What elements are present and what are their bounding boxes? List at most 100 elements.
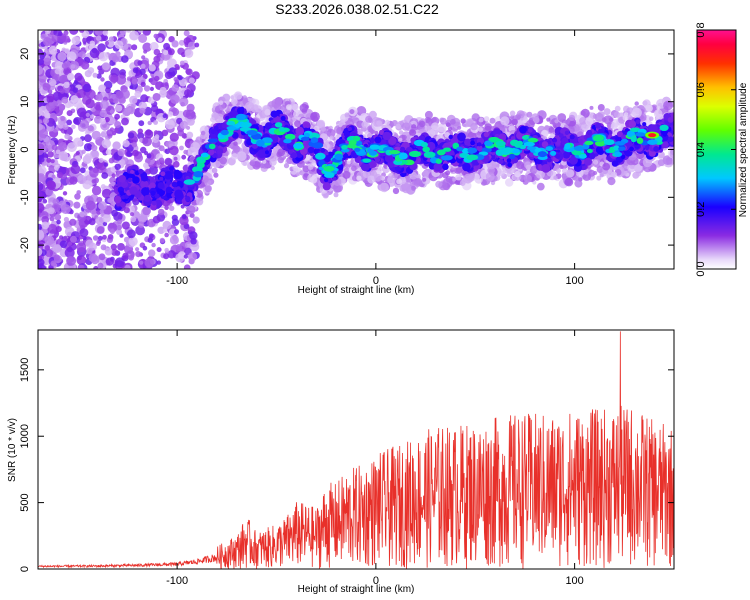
noise-blob: [131, 141, 138, 148]
halo-blob: [422, 177, 427, 182]
noise-blob: [137, 213, 148, 223]
noise-blob: [168, 67, 178, 76]
noise-blob: [113, 98, 119, 104]
noise-blob: [167, 48, 175, 56]
noise-blob: [41, 221, 50, 230]
noise-blob: [144, 258, 154, 268]
noise-blob: [96, 226, 105, 234]
noise-blob: [38, 181, 44, 192]
noise-blob: [51, 35, 59, 42]
noise-blob: [144, 158, 151, 165]
noise-blob: [149, 41, 159, 51]
noise-blob: [116, 224, 123, 231]
noise-blob: [46, 95, 54, 104]
noise-blob: [128, 132, 135, 139]
halo-blob: [365, 115, 373, 123]
halo-blob: [231, 153, 239, 160]
halo-blob: [396, 178, 402, 185]
noise-blob: [142, 42, 152, 52]
halo-blob: [316, 119, 326, 129]
halo-blob: [264, 109, 272, 116]
halo-blob: [200, 130, 206, 136]
noise-blob: [191, 71, 200, 80]
noise-blob: [181, 154, 187, 160]
halo-blob: [656, 105, 661, 111]
noise-blob: [179, 120, 188, 129]
halo-blob: [445, 170, 451, 176]
halo-blob: [210, 117, 215, 123]
noise-blob: [47, 223, 58, 234]
noise-blob: [66, 255, 77, 266]
halo-blob: [230, 95, 235, 100]
halo-blob: [219, 157, 227, 165]
noise-blob: [71, 124, 76, 130]
noise-blob: [85, 112, 90, 117]
halo-blob: [435, 180, 443, 188]
noise-blob: [121, 55, 129, 63]
noise-blob: [38, 241, 41, 246]
noise-blob: [132, 67, 139, 74]
halo-blob: [471, 113, 480, 122]
noise-blob: [129, 30, 140, 41]
halo-blob: [411, 124, 417, 130]
noise-blob: [153, 55, 161, 63]
noise-blob: [111, 209, 118, 217]
halo-blob: [211, 167, 218, 174]
halo-blob: [422, 170, 429, 177]
noise-blob: [183, 149, 188, 155]
halo-blob: [426, 125, 432, 131]
noise-blob: [50, 260, 57, 267]
noise-blob: [109, 98, 114, 103]
noise-blob: [186, 117, 195, 126]
noise-blob: [38, 173, 46, 183]
noise-blob: [81, 61, 90, 70]
halo-blob: [657, 159, 665, 167]
noise-blob: [74, 72, 83, 81]
noise-blob: [138, 120, 145, 127]
noise-blob: [42, 82, 51, 91]
noise-blob: [38, 128, 49, 139]
noise-blob: [192, 216, 200, 224]
noise-blob: [44, 235, 55, 246]
ridge-blob: [642, 122, 647, 127]
noise-blob: [153, 120, 159, 125]
noise-blob: [183, 30, 190, 37]
halo-blob: [470, 122, 478, 131]
halo-blob: [474, 175, 480, 180]
noise-blob: [186, 131, 194, 139]
noise-blob: [76, 190, 81, 195]
noise-blob: [129, 95, 138, 105]
noise-blob: [51, 144, 58, 151]
noise-blob: [110, 229, 115, 235]
noise-blob: [95, 93, 103, 101]
noise-blob: [89, 114, 95, 119]
halo-blob: [409, 171, 418, 180]
noise-blob: [83, 143, 93, 152]
halo-blob: [561, 168, 568, 174]
halo-blob: [398, 130, 404, 135]
noise-blob: [158, 157, 165, 163]
noise-blob: [163, 42, 171, 50]
halo-blob: [402, 134, 407, 140]
halo-blob: [310, 111, 320, 122]
halo-blob: [564, 177, 574, 187]
noise-blob: [58, 142, 68, 151]
halo-blob: [294, 120, 301, 128]
noise-blob: [66, 119, 72, 126]
noise-blob: [114, 257, 125, 268]
noise-blob: [77, 264, 85, 269]
halo-blob: [374, 173, 382, 182]
noise-blob: [96, 196, 103, 203]
halo-blob: [367, 175, 376, 184]
noise-blob: [98, 157, 104, 163]
noise-blob: [178, 78, 188, 87]
halo-blob: [505, 178, 514, 187]
noise-blob: [56, 219, 61, 225]
noise-blob: [110, 74, 119, 83]
halo-blob: [270, 165, 275, 171]
heatmap-cells: [38, 30, 674, 269]
noise-blob: [100, 100, 109, 109]
noise-blob: [163, 228, 167, 233]
halo-blob: [367, 133, 373, 139]
noise-blob: [97, 262, 104, 269]
